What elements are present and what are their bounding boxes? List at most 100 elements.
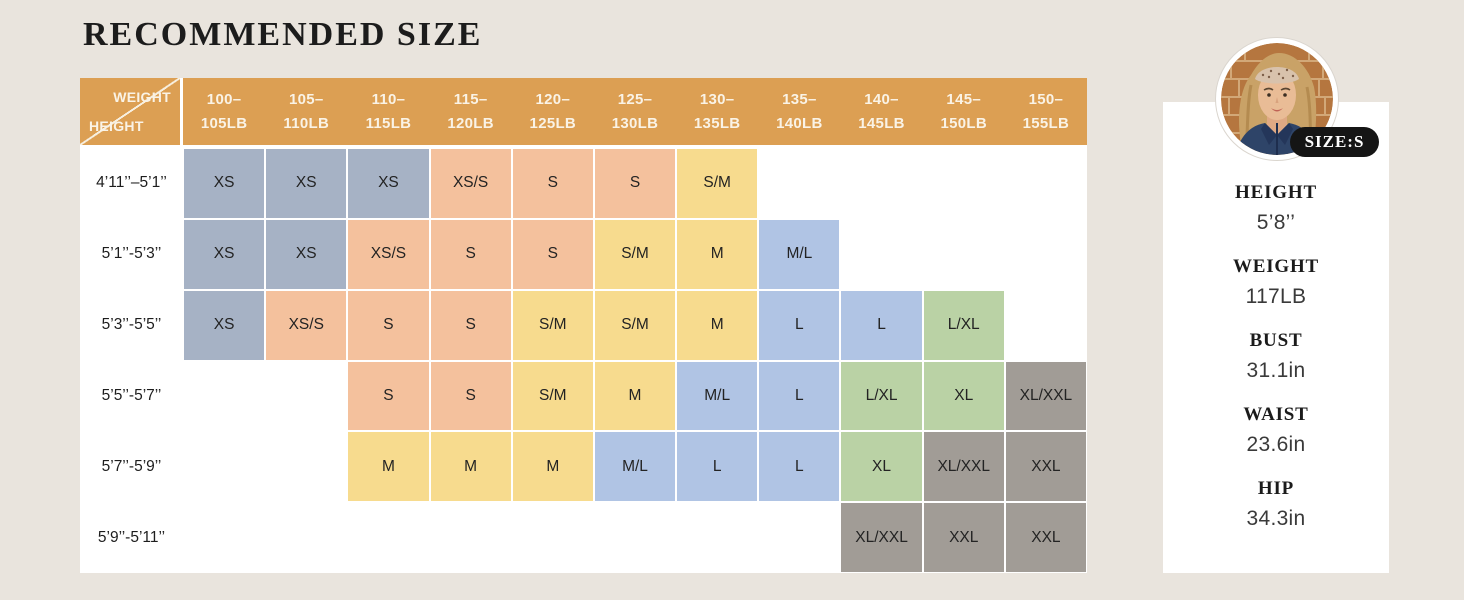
size-cell: S (593, 148, 677, 219)
size-cell: M (429, 431, 512, 503)
size-cell: L (758, 289, 841, 361)
size-cell: L (840, 289, 923, 361)
size-cell (511, 502, 594, 573)
size-cell: M/L (593, 431, 677, 503)
size-cell: L/XL (840, 360, 923, 432)
size-table-panel: WEIGHT HEIGHT 100– 105LB 105– 110LB 110– 115L… (80, 78, 1087, 573)
weight-header-cell: 145– 150LB (922, 78, 1005, 148)
size-cell (593, 502, 677, 573)
size-cell: M (347, 431, 430, 503)
size-cell: XS/S (265, 289, 348, 361)
size-cell (758, 148, 841, 219)
size-cell: S (511, 218, 594, 290)
size-cell: S/M (511, 289, 594, 361)
measurement-label: BUST (1249, 330, 1303, 351)
size-cell: XS (183, 148, 266, 219)
size-cell: S (347, 360, 430, 432)
weight-header-cell: 110– 115LB (347, 78, 430, 148)
size-cell: XL/XXL (1004, 360, 1087, 432)
weight-header-cell: 135– 140LB (758, 78, 841, 148)
measurement-block: WAIST 23.6in (1243, 404, 1308, 457)
size-cell: S (511, 148, 594, 219)
measurement-label: HEIGHT (1235, 182, 1317, 203)
size-cell (758, 502, 841, 573)
model-card: HEIGHT 5’8’’ WEIGHT 117LB BUST 31.1in WAIST 23.… (1163, 102, 1389, 573)
page-title: RECOMMENDED SIZE (83, 16, 483, 53)
size-cell (265, 360, 348, 432)
size-cell (265, 502, 348, 573)
measurement-block: WEIGHT 117LB (1233, 256, 1319, 309)
corner-weight-label: WEIGHT (113, 89, 171, 105)
size-cell: XXL (1004, 431, 1087, 503)
size-cell: XL (922, 360, 1005, 432)
size-cell: S (347, 289, 430, 361)
size-cell: S/M (593, 218, 677, 290)
size-cell: XL/XXL (840, 502, 923, 573)
measurement-block: HIP 34.3in (1246, 478, 1305, 531)
size-cell: S (429, 289, 512, 361)
height-row-label: 5’3’’-5’5’’ (80, 289, 183, 361)
size-cell (1004, 148, 1087, 219)
size-cell (840, 218, 923, 290)
measurements-list: HEIGHT 5’8’’ WEIGHT 117LB BUST 31.1in WAIST 23.… (1163, 182, 1389, 552)
size-cell: L (676, 431, 759, 503)
size-cell: XS (183, 289, 266, 361)
size-cell: XS/S (347, 218, 430, 290)
size-cell: XL/XXL (922, 431, 1005, 503)
size-cell: S/M (511, 360, 594, 432)
size-cell: XXL (922, 502, 1005, 573)
height-row-label: 5’9’’-5’11’’ (80, 502, 183, 573)
measurement-value: 5’8’’ (1256, 211, 1296, 234)
measurement-block: HEIGHT 5’8’’ (1235, 182, 1317, 235)
size-cell: L (758, 431, 841, 503)
size-cell: XXL (1004, 502, 1087, 573)
size-cell (429, 502, 512, 573)
size-cell: M (676, 289, 759, 361)
measurement-value: 34.3in (1246, 507, 1306, 530)
size-cell: S (429, 360, 512, 432)
weight-header-cell: 125– 130LB (593, 78, 677, 148)
size-badge: SIZE:S (1290, 127, 1379, 157)
measurement-value: 117LB (1245, 285, 1307, 308)
height-row-label: 4’11’’–5’1’’ (80, 148, 183, 219)
size-cell (676, 502, 759, 573)
size-cell (183, 360, 266, 432)
measurement-value: 23.6in (1246, 433, 1306, 456)
size-cell: L/XL (922, 289, 1005, 361)
measurement-label: WEIGHT (1232, 256, 1320, 277)
size-cell: XS (183, 218, 266, 290)
weight-header-cell: 100– 105LB (183, 78, 266, 148)
size-cell: M/L (758, 218, 841, 290)
size-cell: XS (265, 148, 348, 219)
size-cell: XS/S (429, 148, 512, 219)
table-corner-cell: WEIGHT HEIGHT (80, 78, 183, 148)
size-cell: L (758, 360, 841, 432)
size-cell: M (511, 431, 594, 503)
weight-header-cell: 115– 120LB (429, 78, 512, 148)
height-row-label: 5’1’’-5’3’’ (80, 218, 183, 290)
size-cell: XL (840, 431, 923, 503)
size-cell (922, 148, 1005, 219)
height-row-label: 5’5’’-5’7’’ (80, 360, 183, 432)
size-cell: M (676, 218, 759, 290)
size-table: WEIGHT HEIGHT 100– 105LB 105– 110LB 110– 115L… (80, 78, 1087, 573)
size-cell: M (593, 360, 677, 432)
weight-header-cell: 130– 135LB (676, 78, 759, 148)
size-cell (1004, 289, 1087, 361)
weight-header-cell: 105– 110LB (265, 78, 348, 148)
size-cell: S (429, 218, 512, 290)
size-cell (183, 502, 266, 573)
size-cell: S/M (593, 289, 677, 361)
weight-header-cell: 120– 125LB (511, 78, 594, 148)
corner-height-label: HEIGHT (89, 118, 144, 134)
size-cell: S/M (676, 148, 759, 219)
size-cell (183, 431, 266, 503)
size-cell: XS (347, 148, 430, 219)
weight-header-cell: 140– 145LB (840, 78, 923, 148)
weight-header-cell: 150– 155LB (1004, 78, 1087, 148)
size-cell (265, 431, 348, 503)
measurement-value: 31.1in (1246, 359, 1306, 382)
measurement-block: BUST 31.1in (1246, 330, 1305, 383)
size-cell: XS (265, 218, 348, 290)
